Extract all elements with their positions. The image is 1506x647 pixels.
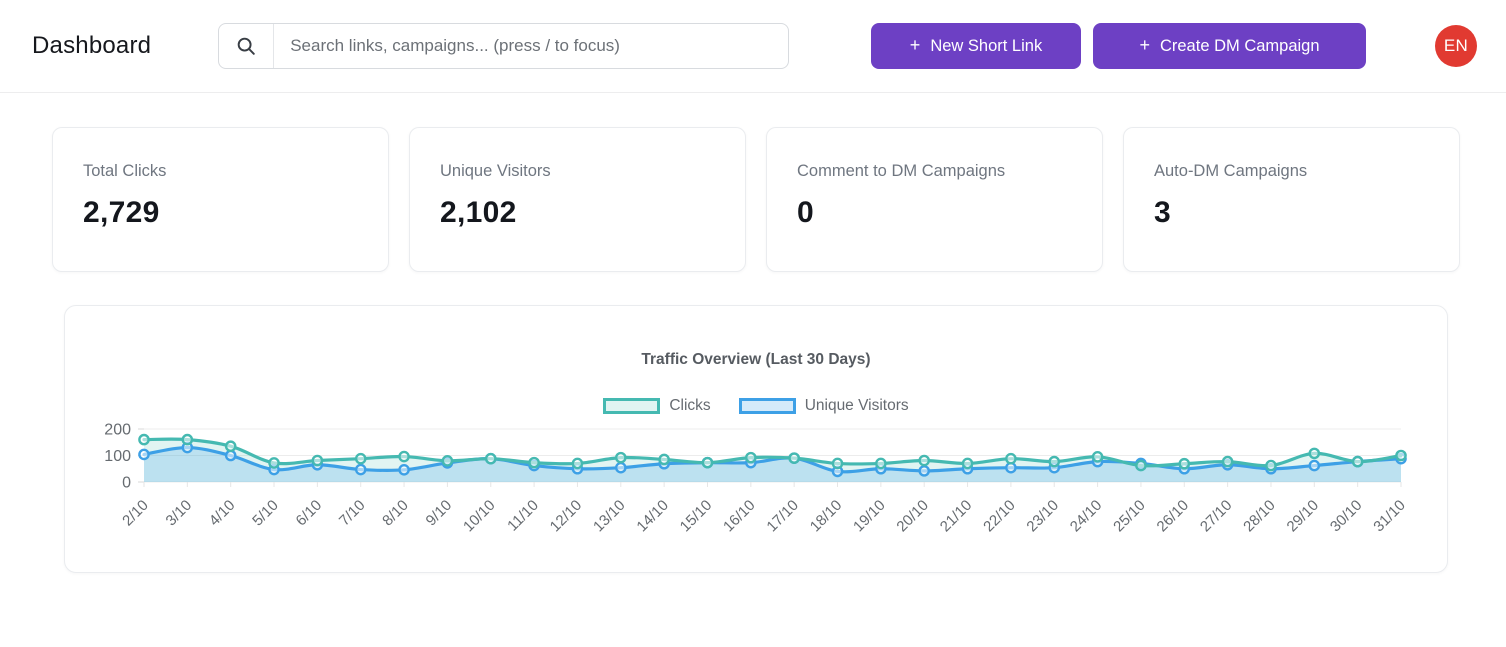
stat-value: 2,729	[83, 196, 160, 229]
svg-text:5/10: 5/10	[249, 497, 282, 530]
svg-text:30/10: 30/10	[1327, 497, 1366, 536]
stat-value: 3	[1154, 196, 1171, 229]
page-title: Dashboard	[32, 32, 152, 59]
svg-text:18/10: 18/10	[807, 497, 846, 536]
svg-text:100: 100	[104, 448, 131, 465]
svg-text:6/10: 6/10	[293, 497, 326, 530]
stat-label: Unique Visitors	[440, 162, 551, 180]
svg-text:200: 200	[104, 422, 131, 439]
traffic-chart[interactable]: 0 100 200 2/10 3/10 4/10 5/10 6/10 7/10 8/10 9/10 1…	[65, 306, 1447, 572]
svg-text:25/10: 25/10	[1110, 497, 1149, 536]
svg-text:28/10: 28/10	[1240, 497, 1279, 536]
avatar[interactable]: EN	[1435, 25, 1477, 67]
svg-text:0: 0	[122, 475, 131, 492]
plus-icon: +	[1139, 34, 1150, 55]
stat-value: 2,102	[440, 196, 517, 229]
chart-title: Traffic Overview (Last 30 Days)	[641, 351, 871, 368]
svg-text:24/10: 24/10	[1067, 497, 1106, 536]
new-short-link-label: New Short Link	[930, 36, 1043, 55]
svg-text:14/10: 14/10	[633, 497, 672, 536]
stat-card-auto-dm: Auto-DM Campaigns 3	[1123, 127, 1460, 272]
search-box[interactable]	[218, 23, 790, 69]
legend-swatch	[603, 398, 661, 414]
svg-text:16/10: 16/10	[720, 497, 759, 536]
legend-item-clicks[interactable]: Clicks	[603, 397, 711, 415]
create-dm-campaign-button[interactable]: + Create DM Campaign	[1093, 23, 1366, 69]
svg-text:7/10: 7/10	[336, 497, 369, 530]
svg-text:11/10: 11/10	[504, 497, 542, 535]
svg-text:15/10: 15/10	[677, 497, 716, 536]
svg-text:21/10: 21/10	[937, 497, 976, 536]
svg-text:27/10: 27/10	[1197, 497, 1236, 536]
svg-text:17/10: 17/10	[763, 497, 802, 536]
svg-text:12/10: 12/10	[547, 497, 586, 536]
svg-text:9/10: 9/10	[423, 497, 456, 530]
stat-label: Auto-DM Campaigns	[1154, 162, 1308, 180]
stat-label: Total Clicks	[83, 162, 167, 180]
svg-text:23/10: 23/10	[1023, 497, 1062, 536]
svg-text:31/10: 31/10	[1370, 497, 1409, 536]
svg-text:22/10: 22/10	[980, 497, 1019, 536]
stat-label: Comment to DM Campaigns	[797, 162, 1006, 180]
svg-text:10/10: 10/10	[460, 497, 499, 536]
svg-text:8/10: 8/10	[379, 497, 412, 530]
chart-legend[interactable]: Clicks Unique Visitors	[65, 397, 1447, 415]
traffic-overview-card: Traffic Overview (Last 30 Days) Clicks Un…	[64, 305, 1448, 573]
stat-card-comment-to-dm: Comment to DM Campaigns 0	[766, 127, 1103, 272]
stat-card-total-clicks: Total Clicks 2,729	[52, 127, 389, 272]
svg-text:2/10: 2/10	[119, 497, 152, 530]
svg-text:19/10: 19/10	[850, 497, 889, 536]
svg-text:13/10: 13/10	[590, 497, 629, 536]
svg-text:3/10: 3/10	[163, 497, 196, 530]
legend-label: Clicks	[669, 397, 711, 414]
create-dm-campaign-label: Create DM Campaign	[1159, 36, 1320, 55]
svg-text:29/10: 29/10	[1284, 497, 1323, 536]
svg-text:4/10: 4/10	[206, 497, 239, 530]
legend-item-unique-visitors[interactable]: Unique Visitors	[738, 397, 909, 415]
search-icon	[219, 24, 275, 68]
svg-text:26/10: 26/10	[1154, 497, 1193, 536]
stats-row: Total Clicks 2,729 Unique Visitors 2,102…	[52, 127, 1460, 272]
stat-card-unique-visitors: Unique Visitors 2,102	[409, 127, 746, 272]
svg-text:20/10: 20/10	[893, 497, 932, 536]
new-short-link-button[interactable]: + New Short Link	[871, 23, 1081, 69]
search-input[interactable]	[274, 24, 789, 68]
legend-label: Unique Visitors	[804, 397, 909, 414]
legend-swatch	[738, 398, 796, 414]
main-content: Total Clicks 2,729 Unique Visitors 2,102…	[0, 127, 1506, 573]
stat-value: 0	[797, 196, 814, 229]
top-bar: Dashboard + New Short Link + Create DM C…	[0, 0, 1506, 93]
plus-icon: +	[909, 34, 921, 55]
